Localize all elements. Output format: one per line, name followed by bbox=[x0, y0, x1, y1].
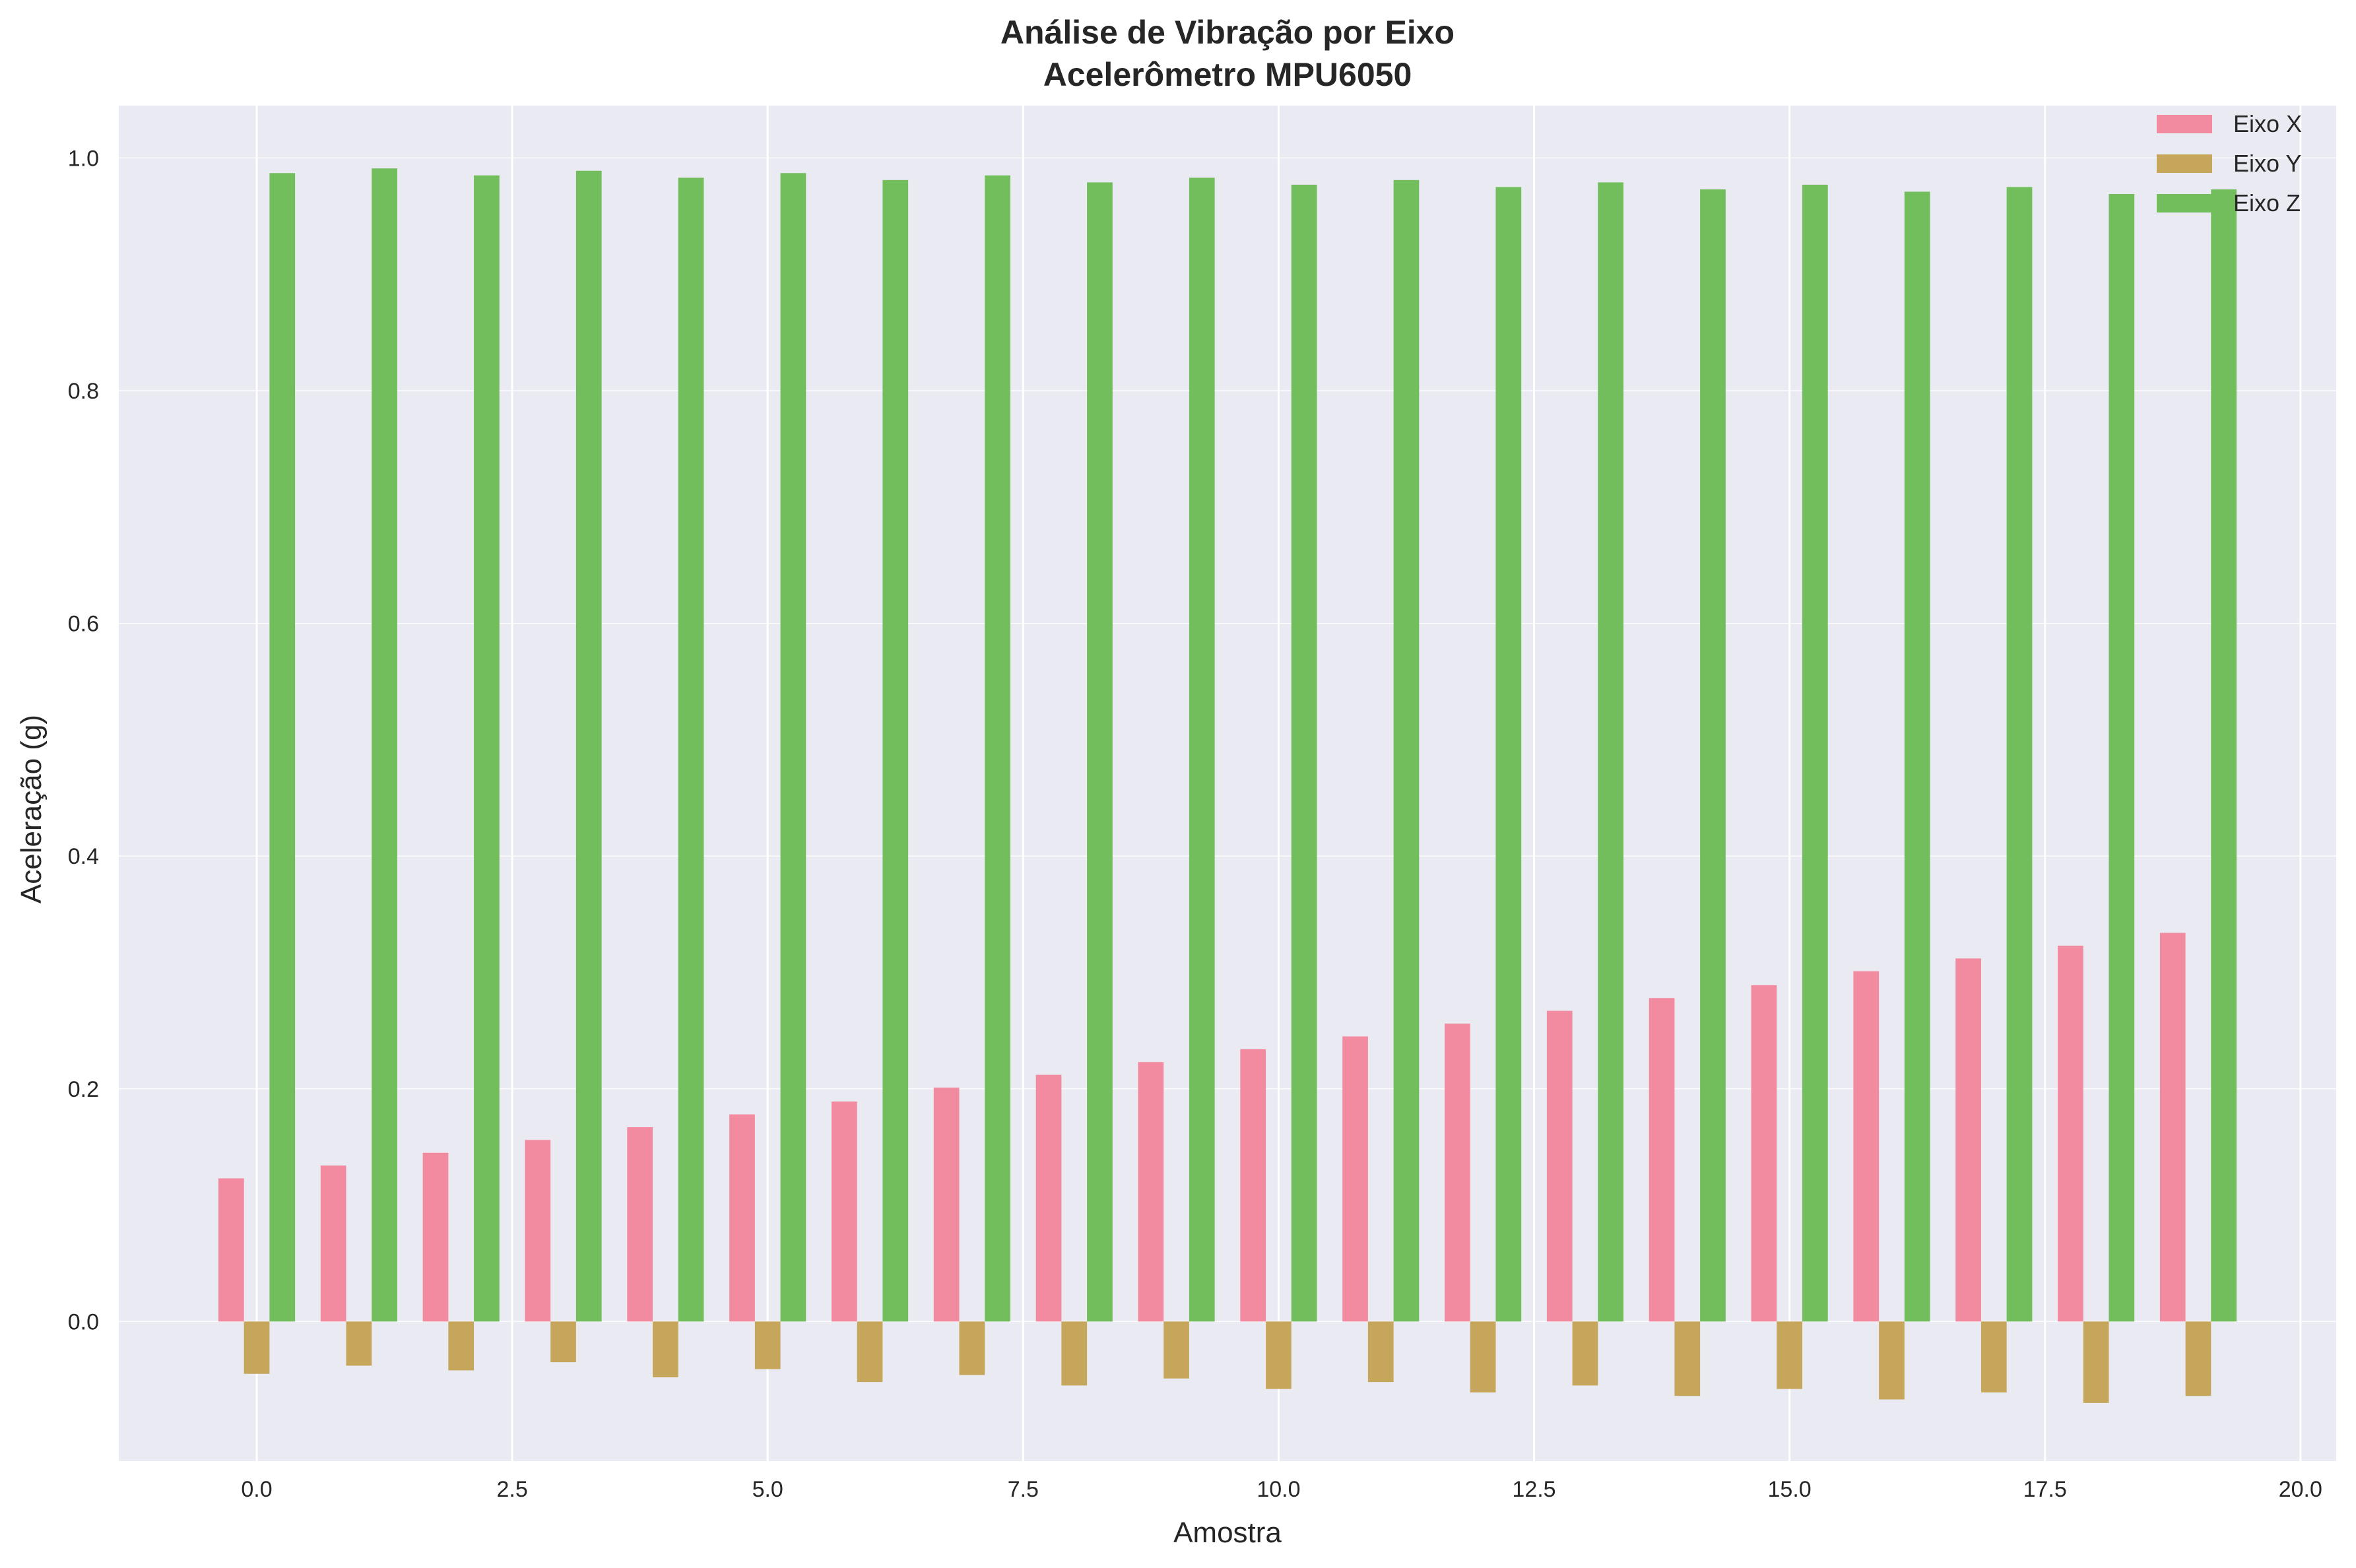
bar bbox=[1777, 1321, 1802, 1389]
bar bbox=[2058, 945, 2083, 1322]
legend-label: Eixo X bbox=[2233, 110, 2302, 137]
bar bbox=[729, 1114, 755, 1322]
legend-swatch bbox=[2157, 194, 2212, 212]
bar bbox=[1980, 1321, 2007, 1392]
bar bbox=[653, 1321, 678, 1378]
bar bbox=[2159, 932, 2186, 1322]
bar bbox=[933, 1088, 960, 1322]
x-tick-label: 0.0 bbox=[241, 1477, 272, 1502]
bar bbox=[474, 175, 500, 1322]
y-tick-label: 0.0 bbox=[68, 1309, 99, 1334]
y-tick-label: 1.0 bbox=[68, 146, 99, 171]
bar bbox=[1138, 1062, 1164, 1322]
legend-swatch bbox=[2157, 154, 2212, 173]
y-tick-label: 0.6 bbox=[68, 612, 99, 637]
legend-swatch bbox=[2157, 115, 2212, 133]
x-tick-label: 5.0 bbox=[752, 1477, 783, 1502]
bar bbox=[2083, 1321, 2109, 1403]
bar bbox=[1572, 1321, 1598, 1386]
bar bbox=[1649, 998, 1675, 1322]
bar bbox=[372, 168, 397, 1322]
bar bbox=[2211, 189, 2237, 1322]
bar bbox=[1061, 1321, 1088, 1386]
bar bbox=[1802, 184, 1828, 1322]
bar bbox=[1035, 1074, 1062, 1322]
bar bbox=[1291, 184, 1317, 1322]
y-tick-label: 0.2 bbox=[68, 1077, 99, 1102]
bar bbox=[1367, 1321, 1394, 1383]
x-tick-label: 7.5 bbox=[1008, 1477, 1039, 1502]
bar bbox=[678, 178, 704, 1322]
bar bbox=[575, 170, 602, 1322]
series-eixo-z bbox=[269, 168, 2237, 1322]
bar bbox=[448, 1321, 474, 1371]
bar bbox=[780, 173, 806, 1322]
bar bbox=[832, 1101, 857, 1322]
plot-area bbox=[119, 106, 2336, 1461]
bar bbox=[1853, 971, 1880, 1322]
x-tick-label: 17.5 bbox=[2023, 1477, 2067, 1502]
y-tick-label: 0.8 bbox=[68, 379, 99, 404]
bar bbox=[2185, 1321, 2211, 1396]
bar bbox=[422, 1152, 449, 1322]
bar bbox=[1904, 191, 1930, 1322]
x-tick-label: 12.5 bbox=[1512, 1477, 1555, 1502]
legend: Eixo X Eixo Y Eixo Z bbox=[2157, 110, 2302, 216]
bar bbox=[218, 1178, 244, 1322]
bar bbox=[244, 1321, 270, 1374]
bar bbox=[1751, 985, 1777, 1322]
chart-title: Análise de Vibração por Eixo bbox=[1000, 14, 1455, 51]
tick-labels: 0.0 2.5 5.0 7.5 10.0 12.5 15.0 17.5 20.0 0.0 0.2 0.… bbox=[68, 146, 2322, 1502]
bar bbox=[1955, 958, 1981, 1322]
bar bbox=[1495, 187, 1522, 1322]
x-tick-label: 20.0 bbox=[2279, 1477, 2322, 1502]
x-tick-label: 10.0 bbox=[1257, 1477, 1300, 1502]
x-axis-label: Amostra bbox=[1173, 1517, 1282, 1549]
bar bbox=[2006, 187, 2033, 1322]
x-tick-label: 15.0 bbox=[1768, 1477, 1812, 1502]
bar bbox=[1674, 1321, 1701, 1396]
bar bbox=[1087, 182, 1113, 1322]
bar bbox=[1879, 1321, 1905, 1400]
legend-label: Eixo Y bbox=[2233, 150, 2301, 177]
chart-subtitle: Acelerômetro MPU6050 bbox=[1043, 56, 1412, 93]
bar bbox=[1470, 1321, 1496, 1392]
bar bbox=[1598, 182, 1623, 1322]
y-tick-label: 0.4 bbox=[68, 844, 99, 869]
legend-label: Eixo Z bbox=[2233, 189, 2301, 216]
bar bbox=[550, 1321, 576, 1363]
bar bbox=[1445, 1024, 1470, 1322]
x-tick-label: 2.5 bbox=[496, 1477, 527, 1502]
bar bbox=[882, 180, 909, 1322]
bar bbox=[525, 1140, 551, 1322]
y-axis-label: Aceleração (g) bbox=[15, 715, 48, 903]
series-eixo-x bbox=[218, 932, 2186, 1322]
bar bbox=[1546, 1010, 1573, 1322]
series-eixo-y bbox=[244, 1321, 2211, 1403]
bar bbox=[1700, 189, 1726, 1322]
bars bbox=[218, 168, 2237, 1403]
bar bbox=[1266, 1321, 1292, 1389]
bar bbox=[346, 1321, 372, 1366]
bar bbox=[959, 1321, 985, 1375]
bar bbox=[754, 1321, 781, 1369]
bar bbox=[627, 1127, 653, 1322]
bar bbox=[2109, 193, 2135, 1322]
bar bbox=[320, 1165, 346, 1322]
bar bbox=[1240, 1049, 1266, 1322]
bar bbox=[1163, 1321, 1189, 1379]
bar bbox=[1342, 1036, 1368, 1322]
bar bbox=[1393, 180, 1420, 1322]
bar bbox=[269, 173, 296, 1322]
bar bbox=[857, 1321, 883, 1383]
bar bbox=[1189, 178, 1215, 1322]
bar bbox=[985, 175, 1010, 1322]
